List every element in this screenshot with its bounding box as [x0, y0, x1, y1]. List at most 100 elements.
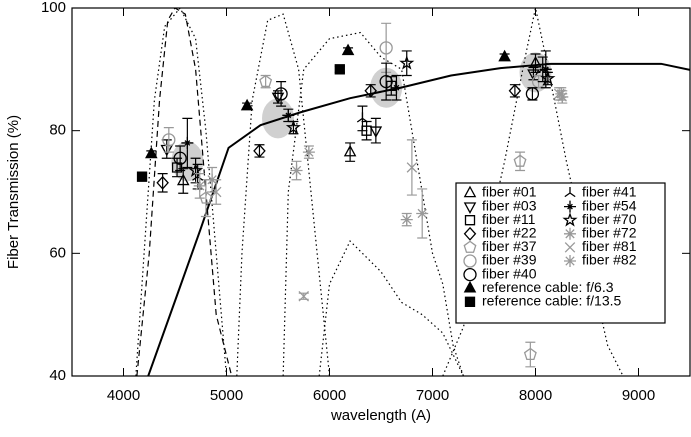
- legend-item: fiber #39: [463, 252, 537, 268]
- y-tick-label: 100: [41, 0, 66, 16]
- marker: [253, 143, 266, 158]
- marker: [156, 175, 169, 190]
- marker: [527, 69, 540, 81]
- error-bar: [175, 145, 186, 172]
- marker: [379, 74, 393, 89]
- marker: [464, 296, 476, 307]
- marker: [173, 151, 187, 165]
- curve: [236, 13, 331, 376]
- marker: [463, 226, 477, 241]
- error-bar: [163, 127, 174, 153]
- curve: [318, 240, 464, 376]
- error-bar: [381, 62, 392, 101]
- legend-label: fiber #70: [582, 211, 637, 227]
- marker: [343, 144, 357, 157]
- legend-item: fiber #01: [463, 184, 537, 200]
- legend-label: fiber #03: [482, 197, 537, 213]
- legend-item: fiber #81: [564, 238, 637, 254]
- legend-label: fiber #54: [582, 197, 637, 213]
- marker: [400, 213, 413, 226]
- marker: [525, 87, 540, 101]
- legend-label: fiber #81: [582, 238, 637, 254]
- marker: [463, 240, 477, 253]
- error-bar: [509, 84, 520, 98]
- marker: [298, 291, 310, 302]
- marker: [463, 267, 477, 282]
- marker: [564, 187, 576, 198]
- legend-item: fiber #40: [463, 265, 537, 282]
- marker: [564, 200, 576, 213]
- marker: [556, 90, 569, 103]
- marker: [282, 109, 295, 122]
- error-bar: [525, 341, 536, 368]
- x-axis-label: wavelength (A): [330, 407, 431, 424]
- legend-label: fiber #37: [482, 238, 537, 254]
- marker: [379, 41, 393, 55]
- legend-label: fiber #39: [482, 252, 537, 268]
- marker: [364, 83, 377, 98]
- legend-item: fiber #72: [564, 225, 637, 241]
- y-axis-label: Fiber Transmission (%): [5, 115, 22, 269]
- marker: [529, 55, 542, 68]
- legend-item: fiber #11: [464, 211, 536, 227]
- marker: [240, 98, 254, 111]
- legend-item: reference cable: f/6.3: [463, 279, 614, 295]
- marker: [463, 280, 477, 293]
- marker: [464, 215, 476, 226]
- marker: [176, 173, 190, 186]
- legend-label: reference cable: f/6.3: [482, 279, 614, 295]
- legend-box: [455, 182, 666, 324]
- marker: [259, 74, 273, 88]
- marker: [171, 162, 183, 173]
- y-tick-label: 80: [49, 122, 66, 139]
- marker: [463, 202, 477, 214]
- x-tick-label: 6000: [313, 387, 346, 404]
- legend-label: fiber #41: [582, 184, 637, 200]
- legend-label: fiber #22: [482, 225, 537, 241]
- marker: [369, 126, 383, 139]
- x-tick-label: 5000: [210, 387, 243, 404]
- marker: [302, 146, 315, 159]
- legend-item: fiber #03: [463, 197, 537, 214]
- plot-frame: [71, 7, 691, 377]
- marker: [136, 171, 148, 182]
- error-bar: [190, 157, 201, 184]
- legend-label: fiber #82: [582, 252, 637, 268]
- marker: [555, 87, 568, 100]
- x-tick-label: 8000: [519, 387, 552, 404]
- marker: [334, 64, 345, 75]
- marker: [188, 162, 204, 177]
- legend-label: fiber #72: [582, 225, 637, 241]
- marker: [508, 83, 522, 98]
- marker: [463, 254, 477, 268]
- error-bar: [401, 50, 412, 77]
- marker: [513, 154, 527, 167]
- marker: [210, 186, 222, 198]
- legend-label: fiber #01: [482, 184, 537, 200]
- marker: [145, 146, 158, 159]
- marker: [356, 112, 369, 123]
- marker: [361, 125, 372, 136]
- legend-item: fiber #54: [564, 197, 637, 213]
- legend-label: fiber #40: [482, 265, 537, 281]
- error-bar: [254, 144, 265, 158]
- marker: [416, 207, 429, 220]
- marker: [274, 87, 288, 101]
- marker: [564, 255, 576, 267]
- x-tick-label: 9000: [622, 387, 655, 404]
- marker: [523, 347, 537, 361]
- marker: [564, 242, 576, 253]
- marker: [290, 164, 303, 177]
- legend-item: reference cable: f/13.5: [464, 293, 622, 309]
- marker: [193, 179, 206, 192]
- marker: [539, 63, 552, 76]
- marker: [562, 212, 578, 227]
- legend-item: fiber #22: [463, 225, 537, 241]
- y-tick-label: 40: [49, 367, 66, 384]
- marker: [498, 49, 511, 62]
- marker: [162, 133, 176, 147]
- legend-item: fiber #82: [564, 252, 637, 268]
- marker: [199, 191, 213, 204]
- y-tick-label: 60: [49, 244, 66, 261]
